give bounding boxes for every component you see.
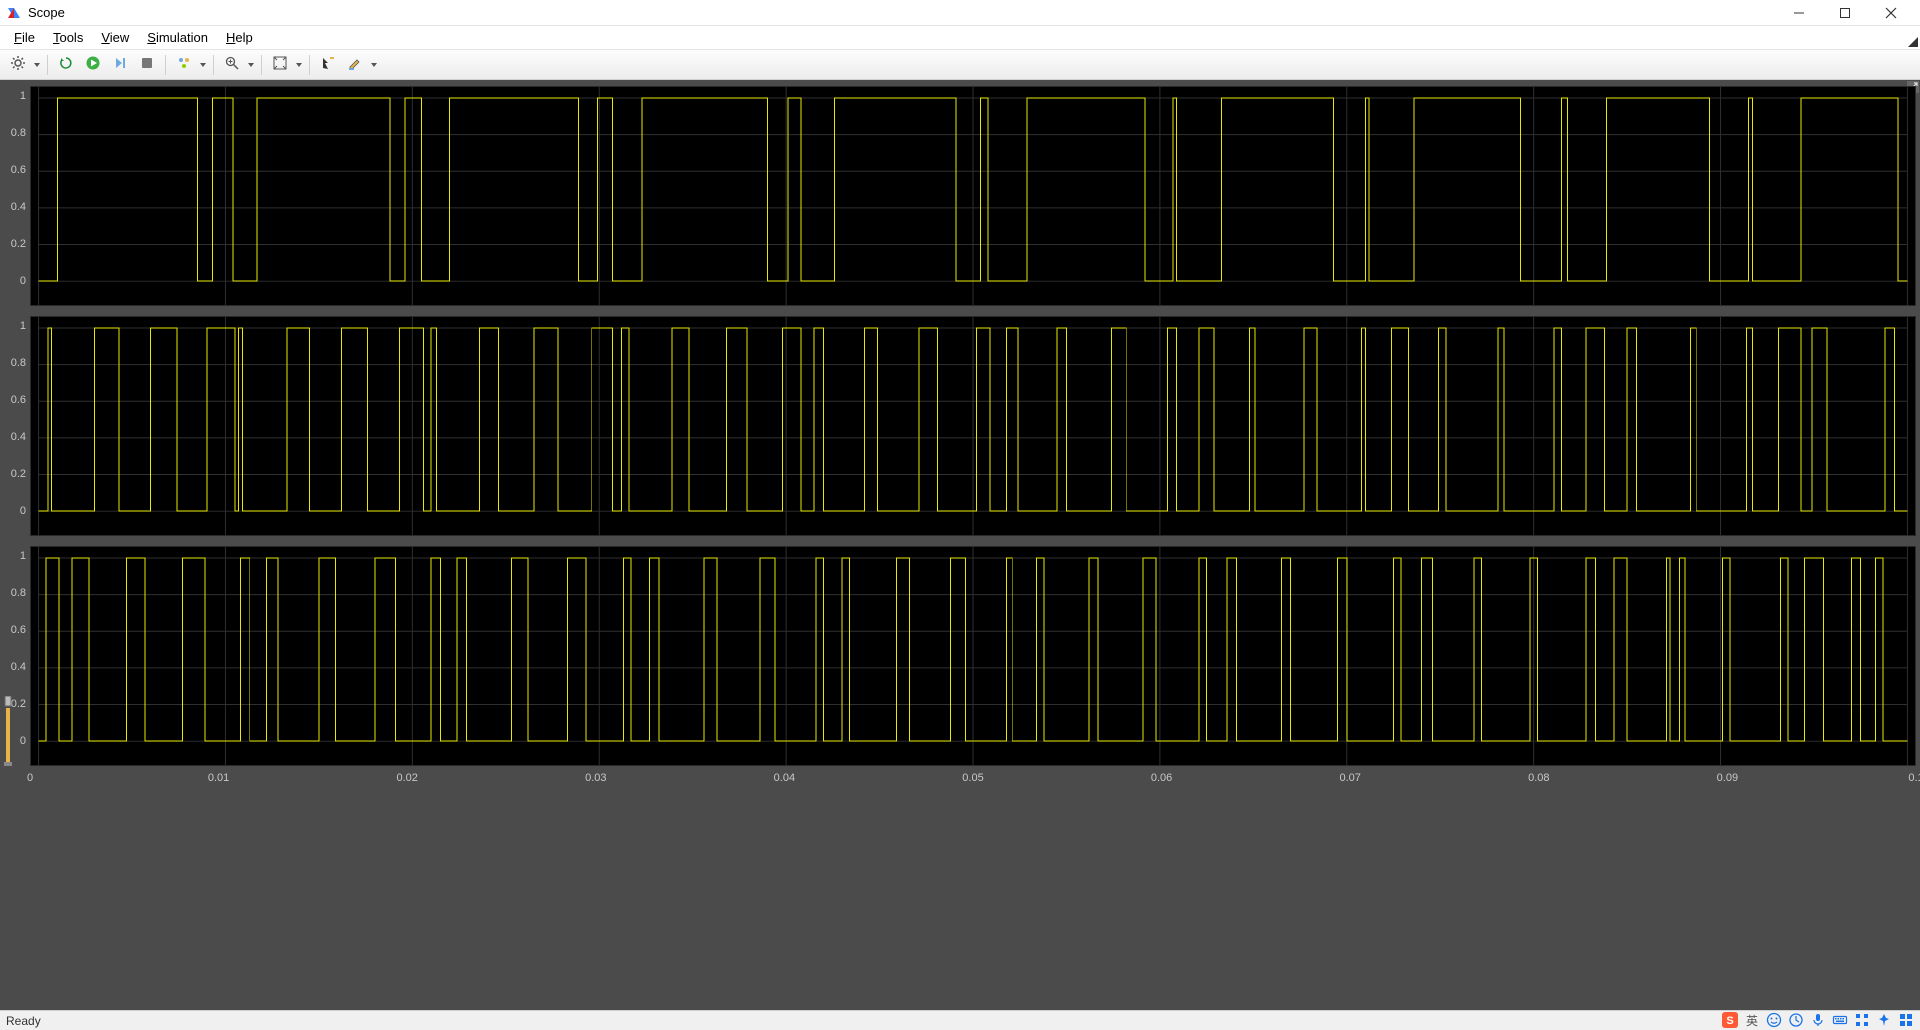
y-tick-label: 0.6 (2, 624, 26, 636)
maximize-button[interactable] (1822, 0, 1868, 26)
restore-down-icon[interactable] (1908, 37, 1918, 47)
toolbar-separator (309, 55, 310, 75)
tray-英-icon[interactable]: 英 (1744, 1012, 1760, 1028)
x-tick-label: 0.08 (1528, 772, 1549, 784)
x-tick-label: 0.03 (585, 772, 606, 784)
highlight-button[interactable] (343, 53, 367, 77)
tray-clock-icon[interactable] (1788, 1012, 1804, 1028)
toolbar-separator (47, 55, 48, 75)
triggers-button[interactable] (172, 53, 196, 77)
time-offset-slider[interactable] (2, 696, 14, 766)
y-tick-label: 0.4 (2, 431, 26, 443)
y-tick-label: 0.8 (2, 587, 26, 599)
window-title: Scope (28, 5, 65, 20)
toolbar-separator (261, 55, 262, 75)
run-icon (85, 55, 101, 74)
x-tick-label: 0 (27, 772, 33, 784)
y-tick-label: 0.2 (2, 468, 26, 480)
system-tray: S英 (1722, 1012, 1914, 1028)
menu-view[interactable]: View (93, 28, 137, 47)
y-tick-label: 1 (2, 550, 26, 562)
x-tick-label: 0.1 (1908, 772, 1920, 784)
y-tick-label: 0 (2, 275, 26, 287)
dropdown-caret-icon[interactable] (370, 63, 378, 67)
menu-help[interactable]: Help (218, 28, 261, 47)
dropdown-caret-icon[interactable] (33, 63, 41, 67)
dropdown-caret-icon[interactable] (295, 63, 303, 67)
tray-grid-icon[interactable] (1854, 1012, 1870, 1028)
toolbar-separator (213, 55, 214, 75)
scale-axes-icon (272, 55, 288, 74)
menu-file[interactable]: File (6, 28, 43, 47)
menubar: FileToolsViewSimulationHelp (0, 26, 1920, 50)
scale-axes-button[interactable] (268, 53, 292, 77)
tray-hex-icon[interactable] (1898, 1012, 1914, 1028)
tray-mic-icon[interactable] (1810, 1012, 1826, 1028)
y-tick-label: 0.6 (2, 164, 26, 176)
y-tick-label: 1 (2, 320, 26, 332)
restart-icon (58, 55, 74, 74)
settings-gear-button[interactable] (6, 53, 30, 77)
y-tick-label: 0.2 (2, 238, 26, 250)
close-button[interactable] (1868, 0, 1914, 26)
y-tick-label: 0 (2, 505, 26, 517)
menu-simulation[interactable]: Simulation (139, 28, 216, 47)
x-tick-label: 0.05 (962, 772, 983, 784)
app-icon (6, 5, 22, 21)
dropdown-caret-icon[interactable] (247, 63, 255, 67)
status-text: Ready (6, 1014, 41, 1028)
titlebar: Scope (0, 0, 1920, 26)
zoom-in-button[interactable] (220, 53, 244, 77)
scope-plot-3[interactable] (30, 546, 1916, 766)
dropdown-caret-icon[interactable] (199, 63, 207, 67)
x-tick-label: 0.02 (396, 772, 417, 784)
scope-plot-2[interactable] (30, 316, 1916, 536)
restart-button[interactable] (54, 53, 78, 77)
minimize-button[interactable] (1776, 0, 1822, 26)
highlight-icon (347, 55, 363, 74)
settings-gear-icon (10, 55, 26, 74)
x-tick-label: 0.01 (208, 772, 229, 784)
y-tick-label: 0.6 (2, 394, 26, 406)
x-tick-label: 0.07 (1339, 772, 1360, 784)
y-tick-label: 0.8 (2, 127, 26, 139)
y-tick-label: 1 (2, 90, 26, 102)
triggers-icon (176, 55, 192, 74)
cursor-measure-button[interactable] (316, 53, 340, 77)
tray-s-ime-icon[interactable]: S (1722, 1012, 1738, 1028)
toolbar (0, 50, 1920, 80)
y-tick-label: 0.8 (2, 357, 26, 369)
svg-text:S: S (1726, 1015, 1733, 1027)
run-button[interactable] (81, 53, 105, 77)
x-tick-label: 0.09 (1717, 772, 1738, 784)
x-tick-label: 0.06 (1151, 772, 1172, 784)
stop-button[interactable] (135, 53, 159, 77)
stop-icon (139, 55, 155, 74)
tray-smile-icon[interactable] (1766, 1012, 1782, 1028)
tray-pin-icon[interactable] (1876, 1012, 1892, 1028)
toolbar-separator (165, 55, 166, 75)
step-forward-icon (112, 55, 128, 74)
menu-tools[interactable]: Tools (45, 28, 91, 47)
scope-area: 00.20.40.60.8100.20.40.60.8100.20.40.60.… (0, 80, 1920, 1010)
step-forward-button[interactable] (108, 53, 132, 77)
scope-plot-1[interactable] (30, 86, 1916, 306)
y-tick-label: 0.4 (2, 201, 26, 213)
y-tick-label: 0.4 (2, 661, 26, 673)
tray-keyboard-icon[interactable] (1832, 1012, 1848, 1028)
x-tick-label: 0.04 (774, 772, 795, 784)
cursor-measure-icon (320, 55, 336, 74)
zoom-in-icon (224, 55, 240, 74)
statusbar: Ready (0, 1010, 1920, 1030)
